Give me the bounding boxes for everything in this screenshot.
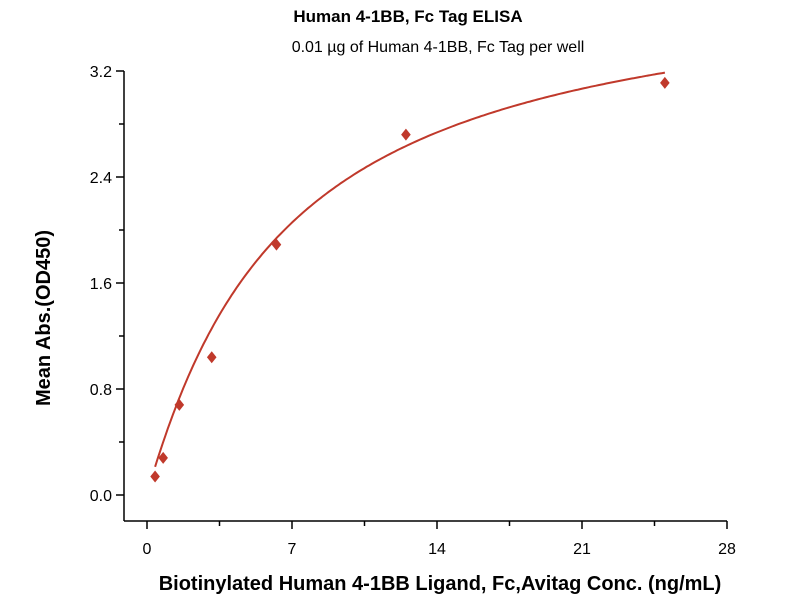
data-point xyxy=(206,351,217,364)
chart-subtitle: 0.01 µg of Human 4-1BB, Fc Tag per well xyxy=(292,39,585,56)
x-tick-label: 0 xyxy=(143,541,152,558)
y-tick-label: 0.8 xyxy=(90,382,112,399)
chart-title: Human 4-1BB, Fc Tag ELISA xyxy=(293,7,522,26)
data-point xyxy=(271,238,282,251)
x-tick-label: 7 xyxy=(288,541,297,558)
x-axis-label: Biotinylated Human 4-1BB Ligand, Fc,Avit… xyxy=(159,573,722,595)
data-point xyxy=(158,451,168,464)
x-tick-label: 28 xyxy=(718,541,736,558)
x-tick-label: 14 xyxy=(428,541,446,558)
y-tick-label: 3.2 xyxy=(90,64,112,81)
x-tick-label: 21 xyxy=(573,541,591,558)
y-tick-label: 0.0 xyxy=(90,488,112,505)
fit-curve xyxy=(154,71,666,468)
data-point xyxy=(660,76,670,89)
y-axis-label: Mean Abs.(OD450) xyxy=(33,230,55,406)
y-tick-label: 2.4 xyxy=(90,170,112,187)
y-tick-label: 1.6 xyxy=(90,276,112,293)
data-point xyxy=(174,398,185,411)
data-marks xyxy=(150,71,670,483)
data-point xyxy=(401,128,411,141)
axes xyxy=(116,70,728,529)
tick-labels: 0.0 0.8 1.6 2.4 3.2 0 7 14 21 28 xyxy=(90,64,736,558)
data-point xyxy=(150,470,160,483)
